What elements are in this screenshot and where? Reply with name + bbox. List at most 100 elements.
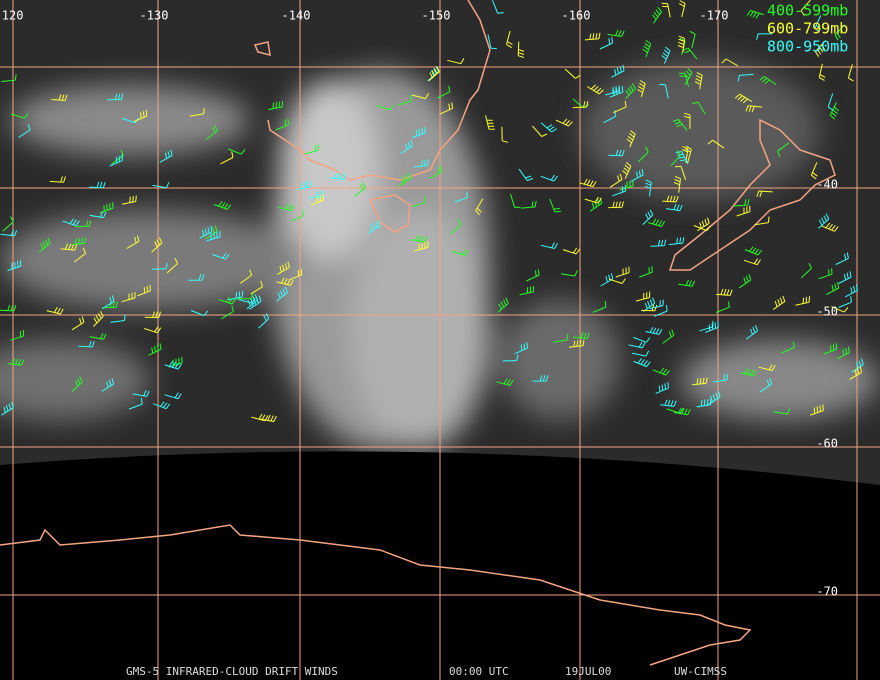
wind-barb xyxy=(133,110,148,122)
wind-barb xyxy=(673,407,691,416)
wind-barb xyxy=(101,295,115,310)
wind-barb xyxy=(756,33,773,40)
wind-barb xyxy=(746,10,764,19)
wind-barb xyxy=(781,341,795,354)
wind-barb xyxy=(827,93,834,111)
wind-barb xyxy=(608,201,624,209)
wind-barb xyxy=(672,118,688,131)
wind-barb xyxy=(51,94,68,101)
wind-barb xyxy=(214,201,232,210)
wind-barb xyxy=(569,339,585,348)
wind-barb xyxy=(411,93,429,100)
wind-barb xyxy=(708,390,721,406)
wind-barb xyxy=(754,216,770,226)
wind-barb xyxy=(519,285,535,296)
wind-barb xyxy=(492,0,504,14)
wind-barb xyxy=(7,358,25,366)
wind-barb xyxy=(684,112,691,129)
wind-barb xyxy=(276,261,290,275)
wind-barb xyxy=(107,93,124,101)
wind-barb xyxy=(661,46,671,64)
wind-barb xyxy=(648,218,666,227)
wind-barb xyxy=(572,101,589,109)
longitude-label: -130 xyxy=(140,9,169,23)
wind-barb xyxy=(510,193,521,208)
wind-barb xyxy=(662,329,675,344)
wind-barb xyxy=(678,0,686,18)
wind-barb xyxy=(692,101,706,115)
wind-barb xyxy=(199,225,213,239)
wind-barb xyxy=(628,341,646,349)
wind-barb xyxy=(329,172,347,180)
longitude-label: -170 xyxy=(700,9,729,23)
wind-barb xyxy=(844,284,859,298)
wind-barb xyxy=(276,286,288,302)
wind-barb xyxy=(376,104,395,111)
wind-barb xyxy=(675,165,686,180)
wind-barb xyxy=(205,125,218,140)
wind-barb xyxy=(277,203,295,212)
wind-barb xyxy=(599,37,614,50)
wind-barb xyxy=(218,296,236,305)
footer-text: 19JUL00 xyxy=(565,665,611,678)
wind-barb xyxy=(540,122,557,133)
wind-barb xyxy=(310,194,324,206)
wind-barb xyxy=(584,32,601,41)
wind-barb xyxy=(579,178,597,188)
wind-barb xyxy=(296,180,312,190)
wind-barb xyxy=(737,73,754,82)
wind-barb xyxy=(834,24,845,41)
legend-entry: 400-599mb xyxy=(767,2,848,20)
wind-barb xyxy=(540,242,558,249)
latitude-label: -40 xyxy=(816,178,838,192)
legend-entry: 800-950mb xyxy=(767,38,848,56)
wind-barb xyxy=(662,195,679,203)
wind-barb xyxy=(814,40,826,57)
wind-barb xyxy=(643,297,656,312)
wind-barb xyxy=(400,140,413,155)
wind-barb xyxy=(502,354,519,362)
wind-barb xyxy=(609,86,624,98)
wind-barb xyxy=(290,209,304,222)
wind-barb xyxy=(89,333,107,340)
wind-barb xyxy=(268,100,283,111)
wind-barb xyxy=(110,314,126,323)
wind-barb xyxy=(644,179,652,197)
wind-barb xyxy=(689,30,696,49)
wind-barb xyxy=(411,126,426,139)
wind-barb xyxy=(630,169,644,182)
wind-barb xyxy=(619,180,634,191)
wind-barb xyxy=(428,66,440,82)
wind-barb xyxy=(800,262,813,279)
wind-barb xyxy=(153,401,171,410)
wind-barb xyxy=(159,149,173,163)
wind-barb xyxy=(137,284,151,297)
latitude-label: -50 xyxy=(816,305,838,319)
wind-barb xyxy=(122,195,137,205)
wind-barb xyxy=(249,295,262,310)
wind-barb xyxy=(838,271,852,284)
wind-barb xyxy=(653,305,668,317)
wind-barb xyxy=(622,161,632,180)
wind-barb xyxy=(189,107,205,117)
wind-barb xyxy=(716,288,733,296)
wind-barb xyxy=(10,112,29,119)
wind-barb xyxy=(772,295,786,310)
wind-barb xyxy=(745,325,758,340)
wind-barb xyxy=(447,58,465,65)
wind-barb xyxy=(613,100,627,114)
wind-barb xyxy=(642,209,654,225)
wind-barb xyxy=(652,6,662,24)
wind-barb xyxy=(237,292,254,300)
wind-barb xyxy=(212,252,230,260)
wind-barb xyxy=(818,268,833,280)
wind-barb xyxy=(849,366,863,380)
wind-barb xyxy=(838,296,852,308)
wind-barb xyxy=(429,165,443,179)
wind-barb xyxy=(532,375,549,382)
wind-barb xyxy=(758,364,776,371)
wind-barb xyxy=(632,350,650,357)
wind-barb xyxy=(450,218,462,235)
wind-barb xyxy=(818,213,830,229)
